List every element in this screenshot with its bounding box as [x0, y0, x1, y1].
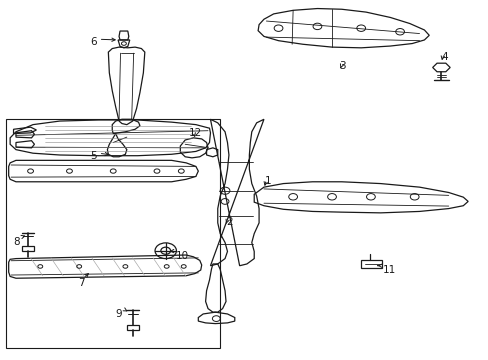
Text: 12: 12: [188, 128, 202, 138]
Polygon shape: [126, 325, 138, 330]
Text: 3: 3: [339, 62, 345, 71]
Text: 6: 6: [90, 37, 97, 47]
Text: 7: 7: [78, 278, 84, 288]
Text: 10: 10: [175, 251, 188, 261]
Polygon shape: [361, 260, 381, 268]
Text: 8: 8: [13, 237, 20, 247]
Polygon shape: [432, 63, 449, 72]
Text: 1: 1: [264, 176, 271, 186]
Text: 4: 4: [441, 52, 447, 62]
Polygon shape: [22, 247, 34, 251]
Text: 11: 11: [382, 265, 395, 275]
Text: 9: 9: [115, 309, 122, 319]
Text: 2: 2: [225, 217, 232, 227]
Text: 5: 5: [90, 152, 97, 161]
